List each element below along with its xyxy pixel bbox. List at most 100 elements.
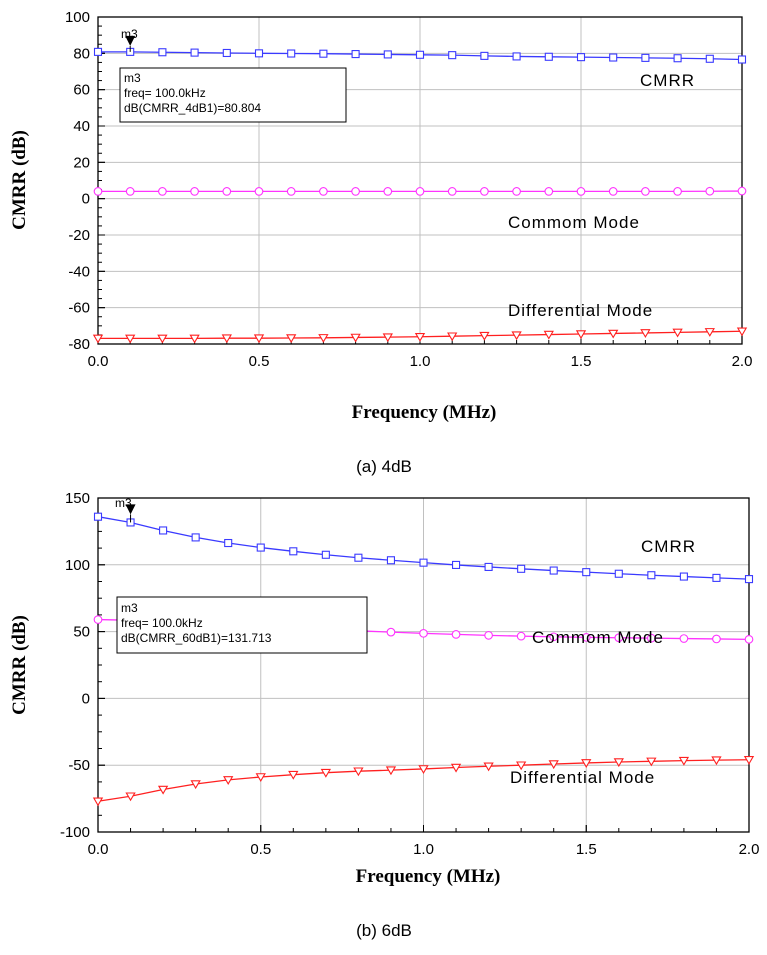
- chart-b-data-point-cmrr: [549, 566, 558, 575]
- chart-a-data-point-common-mode: [286, 187, 296, 196]
- chart-a-data-point-differential-mode: [189, 334, 200, 344]
- chart-a-data-point-cmrr: [158, 48, 167, 57]
- chart-b-data-point-cmrr: [451, 560, 461, 569]
- chart-b-data-point-cmrr: [191, 533, 200, 542]
- chart-a-y-tick-label: -40: [68, 263, 90, 280]
- chart-a-data-point-common-mode: [737, 186, 747, 196]
- chart-b-annotation-line-1: m3: [121, 601, 138, 615]
- chart-b-data-point-common-mode: [484, 630, 493, 640]
- chart-b-data-point-differential-mode: [548, 760, 559, 770]
- chart-a-data-point-common-mode: [705, 186, 715, 196]
- chart-b-data-point-differential-mode: [418, 765, 429, 775]
- chart-a-x-tick-label: 0.5: [249, 353, 270, 370]
- chart-b-data-point-cmrr: [419, 558, 428, 567]
- chart-b-data-point-cmrr: [224, 538, 233, 548]
- chart-a-data-point-cmrr: [705, 54, 714, 63]
- chart-b-data-point-differential-mode: [678, 756, 690, 766]
- chart-b-data-point-cmrr: [159, 526, 168, 535]
- chart-a-y-tick-label: 40: [73, 118, 90, 135]
- chart-a-data-point-common-mode: [125, 187, 135, 196]
- chart-a-y-tick-label: -60: [68, 300, 90, 317]
- chart-b-series-label-common-mode: Commom Mode: [532, 628, 664, 647]
- chart-a-y-tick-label: 60: [73, 82, 90, 99]
- chart-b-data-point-differential-mode: [711, 756, 722, 766]
- chart-b-y-tick-label: 100: [65, 557, 90, 574]
- chart-a-data-point-differential-mode: [318, 334, 329, 343]
- chart-b-data-point-common-mode: [744, 634, 754, 644]
- chart-b-data-point-differential-mode: [157, 785, 169, 795]
- chart-a-data-point-common-mode: [222, 187, 232, 196]
- chart-a-ticks: 0.0 0.5 1.0 1.5 2.0 100 80 60 40 20 0 -20 -40 -60 -80: [65, 9, 752, 370]
- chart-a-data-point-differential-mode: [640, 329, 651, 339]
- chart-b-data-point-cmrr: [256, 543, 265, 552]
- chart-b-data-point-cmrr: [289, 547, 298, 556]
- chart-b-data-point-differential-mode: [223, 776, 234, 785]
- chart-a-y-axis-title: CMRR (dB): [9, 130, 30, 230]
- chart-a-y-tick-label: 80: [73, 45, 90, 62]
- chart-a-data-point-cmrr: [190, 48, 199, 57]
- chart-b-y-axis-title: CMRR (dB): [9, 615, 30, 715]
- chart-b-x-axis-title: Frequency (MHz): [356, 866, 501, 887]
- chart-b-data-point-differential-mode: [190, 780, 201, 790]
- chart-a-data-point-common-mode: [673, 187, 682, 196]
- chart-a-x-tick-label: 1.0: [410, 353, 431, 370]
- chart-a-data-point-cmrr: [448, 51, 457, 60]
- chart-a-data-point-cmrr: [383, 50, 392, 59]
- chart-b-data-point-common-mode: [451, 630, 461, 639]
- chart-b-data-point-differential-mode: [353, 767, 364, 777]
- chart-b-y-tick-label: 0: [82, 690, 90, 707]
- chart-b-data-point-cmrr: [386, 556, 396, 565]
- chart-b-annotation-line-2: freq= 100.0kHz: [121, 616, 203, 630]
- chart-a-caption: (a) 4dB: [356, 457, 412, 476]
- chart-a-series-label-common-mode: Commom Mode: [508, 213, 640, 232]
- chart-a-data-point-cmrr: [544, 52, 553, 61]
- chart-a-data-point-cmrr: [351, 50, 360, 59]
- chart-a-data-point-cmrr: [737, 55, 747, 64]
- chart-b-data-point-differential-mode: [515, 761, 527, 771]
- chart-b-data-point-common-mode: [549, 632, 559, 642]
- chart-b-y-tick-label: 50: [73, 624, 90, 641]
- chart-a-annotation-box: m3 freq= 100.0kHz dB(CMRR_4dB1)=80.804: [119, 67, 347, 123]
- chart-a-data-point-differential-mode: [608, 329, 619, 339]
- chart-b-data-point-common-mode: [581, 632, 591, 642]
- chart-a-data-point-cmrr: [93, 47, 103, 56]
- chart-b-x-tick-label: 2.0: [739, 841, 760, 858]
- chart-b: 0.0 0.5 1.0 1.5 2.0 150 100 50 0 -50 -100 m3 m3 fr…: [9, 490, 759, 940]
- chart-a-data-point-differential-mode: [382, 333, 393, 343]
- chart-a-data-point-cmrr: [576, 53, 586, 62]
- chart-a-annotation-line-3: dB(CMRR_4dB1)=80.804: [124, 101, 261, 115]
- chart-b-data-point-common-mode: [516, 631, 526, 641]
- chart-b-data-point-common-mode: [614, 633, 624, 643]
- chart-a-data-point-common-mode: [383, 187, 393, 196]
- chart-a-y-tick-label: -20: [68, 227, 90, 244]
- chart-a-data-point-differential-mode: [92, 334, 104, 344]
- chart-a-data-point-cmrr: [609, 53, 618, 62]
- chart-a-data-point-cmrr: [673, 54, 682, 63]
- chart-a-series-label-cmrr: CMRR: [640, 71, 695, 90]
- chart-a-data-point-cmrr: [641, 53, 650, 62]
- chart-a-data-point-cmrr: [480, 51, 489, 60]
- chart-b-data-point-common-mode: [712, 634, 721, 644]
- chart-b-data-point-cmrr: [484, 562, 493, 571]
- chart-b-series: [92, 512, 755, 807]
- chart-a-data-point-differential-mode: [704, 328, 715, 337]
- chart-b-data-point-differential-mode: [613, 758, 624, 768]
- chart-a-data-point-common-mode: [447, 187, 457, 196]
- chart-b-data-point-cmrr: [582, 568, 591, 577]
- chart-a-data-point-differential-mode: [447, 332, 458, 342]
- chart-a-data-point-differential-mode: [672, 328, 683, 338]
- chart-a: 0.0 0.5 1.0 1.5 2.0100806040200-20-40-60-80 …: [9, 9, 752, 476]
- chart-a-y-tick-label: 0: [82, 191, 90, 208]
- chart-b-data-point-cmrr: [712, 573, 721, 582]
- chart-a-data-point-differential-mode: [414, 332, 426, 342]
- chart-b-data-point-cmrr: [744, 575, 754, 584]
- chart-b-annotation-box: m3 freq= 100.0kHz dB(CMRR_60dB1)=131.713: [116, 596, 368, 654]
- chart-a-data-point-cmrr: [415, 50, 425, 59]
- chart-b-data-point-differential-mode: [483, 762, 494, 772]
- chart-b-marker: m3: [115, 496, 136, 523]
- chart-b-data-point-differential-mode: [581, 759, 592, 769]
- chart-a-data-point-common-mode: [641, 187, 650, 196]
- chart-a-x-tick-label: 2.0: [732, 353, 753, 370]
- chart-a-data-point-differential-mode: [125, 334, 136, 344]
- chart-b-data-point-cmrr: [679, 572, 688, 581]
